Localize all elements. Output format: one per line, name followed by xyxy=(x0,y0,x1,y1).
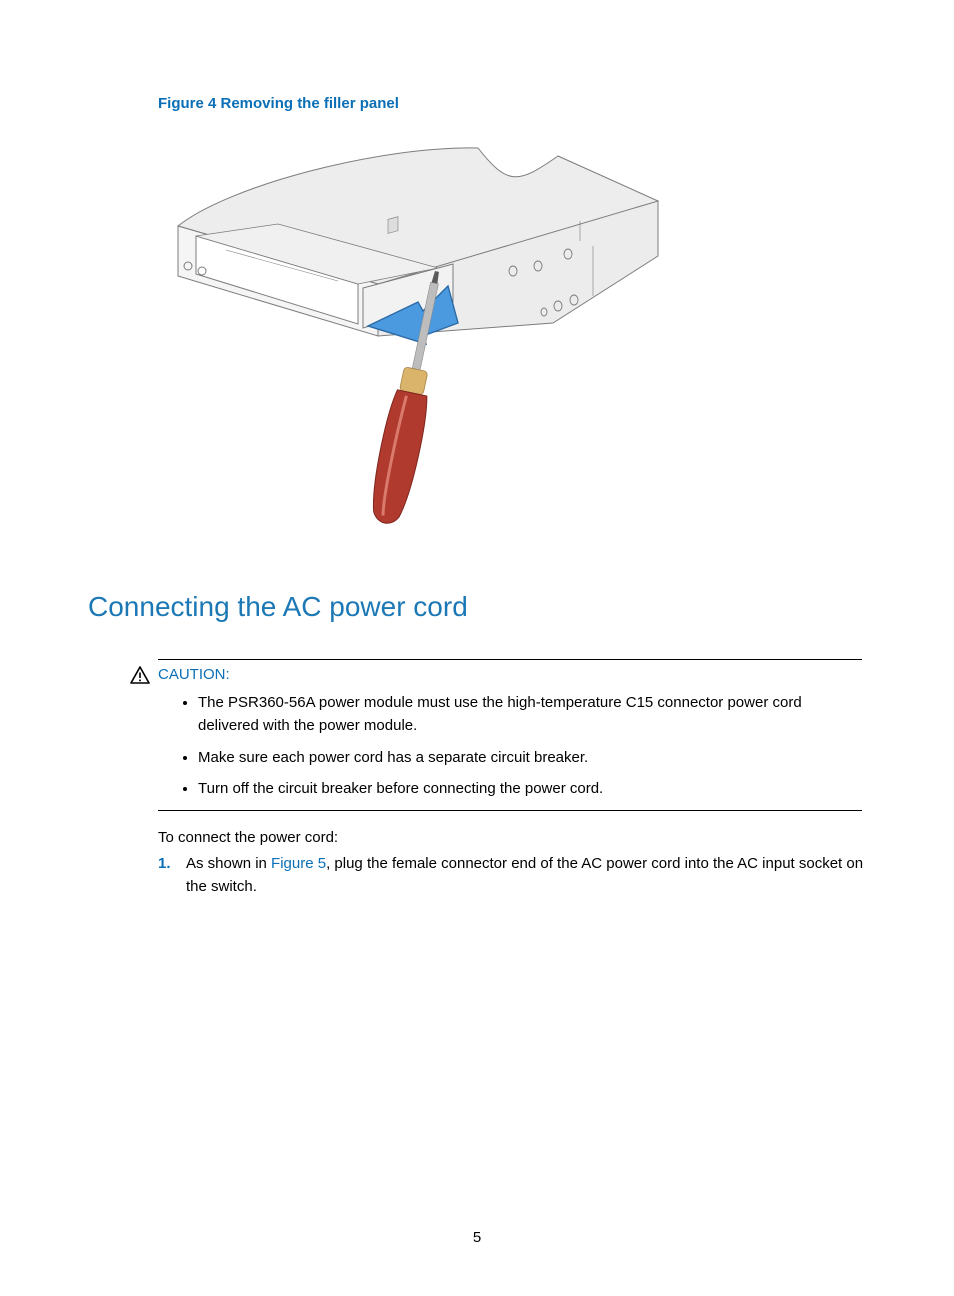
caution-label: CAUTION: xyxy=(158,666,862,683)
figure-reference-link[interactable]: Figure 5 xyxy=(271,855,326,872)
figure-illustration xyxy=(158,126,866,551)
ordered-steps: 1. As shown in Figure 5, plug the female… xyxy=(158,852,866,899)
step-item: 1. As shown in Figure 5, plug the female… xyxy=(158,852,866,899)
step-number: 1. xyxy=(158,852,186,875)
figure-caption: Figure 4 Removing the filler panel xyxy=(158,95,866,112)
step-text-before: As shown in xyxy=(186,855,271,872)
caution-list: The PSR360-56A power module must use the… xyxy=(158,691,862,800)
section-heading: Connecting the AC power cord xyxy=(88,591,866,623)
filler-panel-illustration xyxy=(158,126,678,546)
caution-box: CAUTION: The PSR360-56A power module mus… xyxy=(158,659,862,811)
page-number: 5 xyxy=(0,1229,954,1246)
page: Figure 4 Removing the filler panel xyxy=(0,0,954,1296)
caution-item: The PSR360-56A power module must use the… xyxy=(198,691,862,738)
caution-item: Make sure each power cord has a separate… xyxy=(198,746,862,769)
intro-text: To connect the power cord: xyxy=(158,829,866,846)
caution-item: Turn off the circuit breaker before conn… xyxy=(198,777,862,800)
caution-icon xyxy=(130,666,150,689)
step-text: As shown in Figure 5, plug the female co… xyxy=(186,852,866,899)
